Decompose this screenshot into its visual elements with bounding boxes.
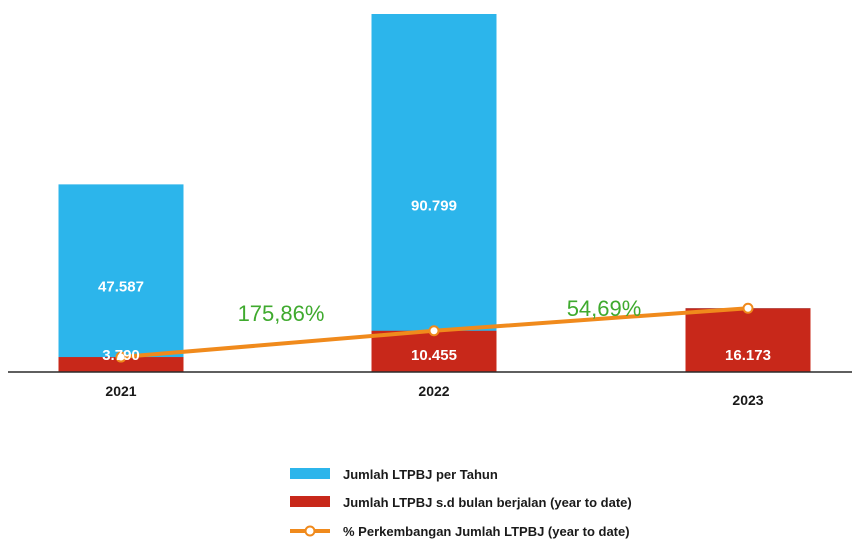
bar-total-2021 <box>58 184 184 372</box>
data-label-total-2022: 90.799 <box>411 197 457 214</box>
legend-swatch-1 <box>290 468 330 479</box>
legend-marker-icon <box>304 525 316 537</box>
data-label-ytd-2022: 10.455 <box>411 347 457 364</box>
legend-label-1: Jumlah LTPBJ per Tahun <box>343 467 498 482</box>
growth-label-2: 54,69% <box>567 296 642 321</box>
line-layer <box>115 302 754 363</box>
growth-point-2021 <box>115 351 127 363</box>
labels-layer: 47.587 3.790 2021 90.799 10.455 2022 16.173 202… <box>98 197 771 408</box>
bar-ytd-2021 <box>58 357 184 372</box>
x-tick-label-2023: 2023 <box>732 392 763 408</box>
growth-label-1: 175,86% <box>238 301 325 326</box>
data-label-ytd-2021: 3.790 <box>102 347 140 364</box>
growth-point-2022 <box>428 325 440 337</box>
legend-swatch-2 <box>290 496 330 507</box>
legend-label-3: % Perkembangan Jumlah LTPBJ (year to dat… <box>343 524 630 539</box>
bar-ytd-2022 <box>371 330 497 372</box>
legend-label-2: Jumlah LTPBJ s.d bulan berjalan (year to… <box>343 495 632 510</box>
x-tick-label-2022: 2022 <box>418 383 449 399</box>
x-tick-label-2021: 2021 <box>105 383 136 399</box>
bar-total-2022 <box>371 14 497 372</box>
data-label-total-2021: 47.587 <box>98 278 144 295</box>
growth-point-2023 <box>742 302 754 314</box>
legend: Jumlah LTPBJ per Tahun Jumlah LTPBJ s.d b… <box>290 467 632 539</box>
bars-layer <box>58 14 811 372</box>
bar-ytd-2023 <box>685 308 811 372</box>
data-label-ytd-2023: 16.173 <box>725 347 771 364</box>
